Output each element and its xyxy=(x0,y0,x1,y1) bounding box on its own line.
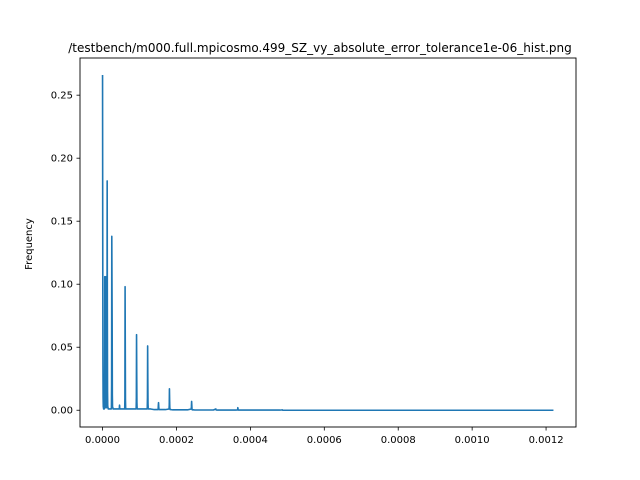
axes-frame xyxy=(79,57,577,428)
x-tick-label: 0.0006 xyxy=(307,435,342,446)
y-axis-title: Frequency xyxy=(24,218,35,270)
series-line-0 xyxy=(101,75,554,412)
x-tick-label: 0.0004 xyxy=(233,435,268,446)
chart-title: /testbench/m000.full.mpicosmo.499_SZ_vy_… xyxy=(68,41,572,55)
x-tick-label: 0.0002 xyxy=(159,435,194,446)
y-axis: 0.00 0.05 0.10 0.15 0.20 0.25 xyxy=(51,91,80,417)
y-tick-label: 0.25 xyxy=(51,91,73,102)
y-tick-label: 0.15 xyxy=(51,217,73,228)
x-tick-label: 0.0008 xyxy=(381,435,416,446)
x-axis: 0.0000 0.0002 0.0004 0.0006 0.0008 0.0010 0.00… xyxy=(85,427,564,446)
plot-area xyxy=(79,57,577,428)
x-tick-label: 0.0010 xyxy=(455,435,490,446)
x-tick-label: 0.0012 xyxy=(529,435,564,446)
x-tick-label: 0.0000 xyxy=(85,435,120,446)
y-tick-label: 0.20 xyxy=(51,154,73,165)
y-tick-label: 0.10 xyxy=(51,280,73,291)
y-tick-label: 0.05 xyxy=(51,343,73,354)
y-tick-label: 0.00 xyxy=(51,406,73,417)
